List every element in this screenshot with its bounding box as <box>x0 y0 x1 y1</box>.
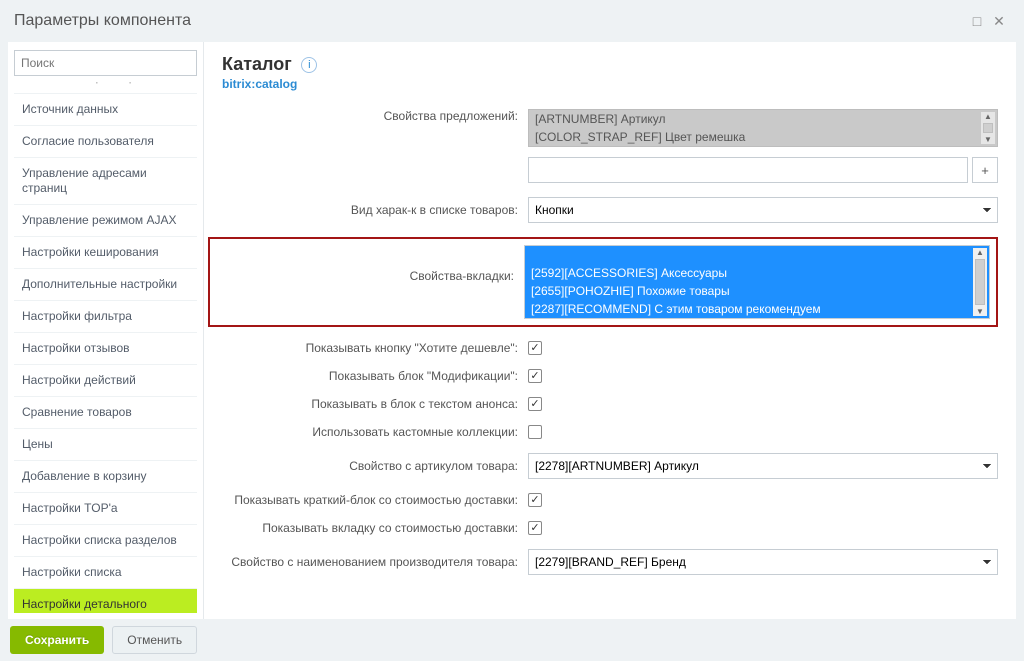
label-show-announce: Показывать в блок с текстом анонса: <box>208 397 528 411</box>
scroll-down-icon[interactable]: ▼ <box>984 135 992 144</box>
sidebar-item[interactable]: Сравнение товаров <box>14 397 197 429</box>
tab-props-option[interactable]: [2287][RECOMMEND] С этим товаром рекомен… <box>525 300 989 318</box>
row-tab-delivery: Показывать вкладку со стоимостью доставк… <box>208 521 998 535</box>
checkbox-custom-collections[interactable] <box>528 425 542 439</box>
tab-props-select[interactable]: [2592][ACCESSORIES] Аксессуары [2655][PO… <box>524 245 990 319</box>
sidebar-item[interactable]: Основные параметры <box>14 82 197 94</box>
sidebar: Основные параметры Источник данных Согла… <box>8 42 204 619</box>
checkbox-short-delivery[interactable] <box>528 493 542 507</box>
sidebar-item[interactable]: Настройки фильтра <box>14 301 197 333</box>
content-header: Каталог i bitrix:catalog <box>204 42 1016 97</box>
offer-props-option[interactable]: [ARTNUMBER] Артикул <box>529 110 997 128</box>
label-tab-delivery: Показывать вкладку со стоимостью доставк… <box>208 521 528 535</box>
scroll-thumb[interactable] <box>975 259 985 305</box>
label-tab-props: Свойства-вкладки: <box>210 245 524 283</box>
offer-props-select[interactable]: [ARTNUMBER] Артикул [COLOR_STRAP_REF] Цв… <box>528 109 998 147</box>
label-char-view: Вид харак-к в списке товаров: <box>208 203 528 217</box>
sidebar-item[interactable]: Настройки TOP'а <box>14 493 197 525</box>
label-brand-prop: Свойство с наименованием производителя т… <box>208 555 528 569</box>
mini-scrollbar[interactable]: ▲ ▼ <box>981 112 995 144</box>
tab-props-option[interactable]: [2655][POHOZHIE] Похожие товары <box>525 282 989 300</box>
sidebar-item[interactable]: Настройки действий <box>14 365 197 397</box>
close-icon[interactable]: ✕ <box>988 10 1010 32</box>
row-short-delivery: Показывать краткий-блок со стоимостью до… <box>208 493 998 507</box>
maximize-icon[interactable]: □ <box>966 10 988 32</box>
label-show-cheaper: Показывать кнопку "Хотите дешевле": <box>208 341 528 355</box>
brand-prop-select[interactable]: [2279][BRAND_REF] Бренд <box>528 549 998 575</box>
row-article-prop: Свойство с артикулом товара: [2278][ARTN… <box>208 453 998 479</box>
sidebar-item[interactable]: Настройки кеширования <box>14 237 197 269</box>
checkbox-show-modifications[interactable] <box>528 369 542 383</box>
label-article-prop: Свойство с артикулом товара: <box>208 459 528 473</box>
form-scroll[interactable]: Свойства предложений: [ARTNUMBER] Артику… <box>204 97 1016 619</box>
offer-props-add: + <box>528 157 998 183</box>
scroll-thumb[interactable] <box>983 123 993 133</box>
row-char-view: Вид харак-к в списке товаров: Кнопки <box>208 197 998 223</box>
add-button[interactable]: + <box>972 157 998 183</box>
sidebar-item[interactable]: Управление адресами страниц <box>14 158 197 205</box>
sidebar-item[interactable]: Дополнительные настройки <box>14 269 197 301</box>
label-show-modifications: Показывать блок "Модификации": <box>208 369 528 383</box>
checkbox-tab-delivery[interactable] <box>528 521 542 535</box>
checkbox-show-announce[interactable] <box>528 397 542 411</box>
offer-props-add-input[interactable] <box>528 157 968 183</box>
checkbox-show-cheaper[interactable] <box>528 341 542 355</box>
row-offer-props: Свойства предложений: [ARTNUMBER] Артику… <box>208 109 998 183</box>
dialog-title: Параметры компонента <box>14 12 191 30</box>
label-custom-collections: Использовать кастомные коллекции: <box>208 425 528 439</box>
sidebar-item[interactable]: Настройки списка <box>14 557 197 589</box>
scroll-up-icon[interactable]: ▲ <box>976 248 984 257</box>
sidebar-item[interactable]: Настройки списка разделов <box>14 525 197 557</box>
scroll-down-icon[interactable]: ▼ <box>976 307 984 316</box>
tab-props-option[interactable]: [2592][ACCESSORIES] Аксессуары <box>525 264 989 282</box>
info-icon[interactable]: i <box>301 57 317 73</box>
content: Каталог i bitrix:catalog Свойства предло… <box>204 42 1016 619</box>
dialog-footer: Сохранить Отменить <box>0 619 1024 661</box>
tab-props-option-truncated[interactable] <box>525 246 989 264</box>
cancel-button[interactable]: Отменить <box>112 626 197 654</box>
page-title: Каталог <box>222 54 292 75</box>
row-show-cheaper: Показывать кнопку "Хотите дешевле": <box>208 341 998 355</box>
sidebar-item-active[interactable]: Настройки детального просмотра <box>14 589 197 613</box>
char-view-select[interactable]: Кнопки <box>528 197 998 223</box>
label-offer-props: Свойства предложений: <box>208 109 528 123</box>
article-prop-select[interactable]: [2278][ARTNUMBER] Артикул <box>528 453 998 479</box>
search-input[interactable] <box>14 50 197 76</box>
search-wrap <box>14 50 197 82</box>
sidebar-scroll[interactable]: Основные параметры Источник данных Согла… <box>14 82 197 613</box>
row-tab-props-highlight: Свойства-вкладки: [2592][ACCESSORIES] Ак… <box>208 237 998 327</box>
sidebar-item[interactable]: Управление режимом AJAX <box>14 205 197 237</box>
row-show-modifications: Показывать блок "Модификации": <box>208 369 998 383</box>
label-short-delivery: Показывать краткий-блок со стоимостью до… <box>208 493 528 507</box>
mini-scrollbar[interactable]: ▲ ▼ <box>973 248 987 316</box>
sidebar-item[interactable]: Цены <box>14 429 197 461</box>
row-show-announce: Показывать в блок с текстом анонса: <box>208 397 998 411</box>
row-custom-collections: Использовать кастомные коллекции: <box>208 425 998 439</box>
dialog-body: Основные параметры Источник данных Согла… <box>8 42 1016 619</box>
dialog-window: Параметры компонента □ ✕ Основные параме… <box>0 0 1024 661</box>
component-code: bitrix:catalog <box>222 77 998 91</box>
save-button[interactable]: Сохранить <box>10 626 104 654</box>
sidebar-item[interactable]: Добавление в корзину <box>14 461 197 493</box>
sidebar-item[interactable]: Настройки отзывов <box>14 333 197 365</box>
row-brand-prop: Свойство с наименованием производителя т… <box>208 549 998 575</box>
sidebar-item[interactable]: Согласие пользователя <box>14 126 197 158</box>
sidebar-item[interactable]: Источник данных <box>14 94 197 126</box>
dialog-header: Параметры компонента □ ✕ <box>0 0 1024 42</box>
scroll-up-icon[interactable]: ▲ <box>984 112 992 121</box>
offer-props-option[interactable]: [COLOR_STRAP_REF] Цвет ремешка <box>529 128 997 146</box>
